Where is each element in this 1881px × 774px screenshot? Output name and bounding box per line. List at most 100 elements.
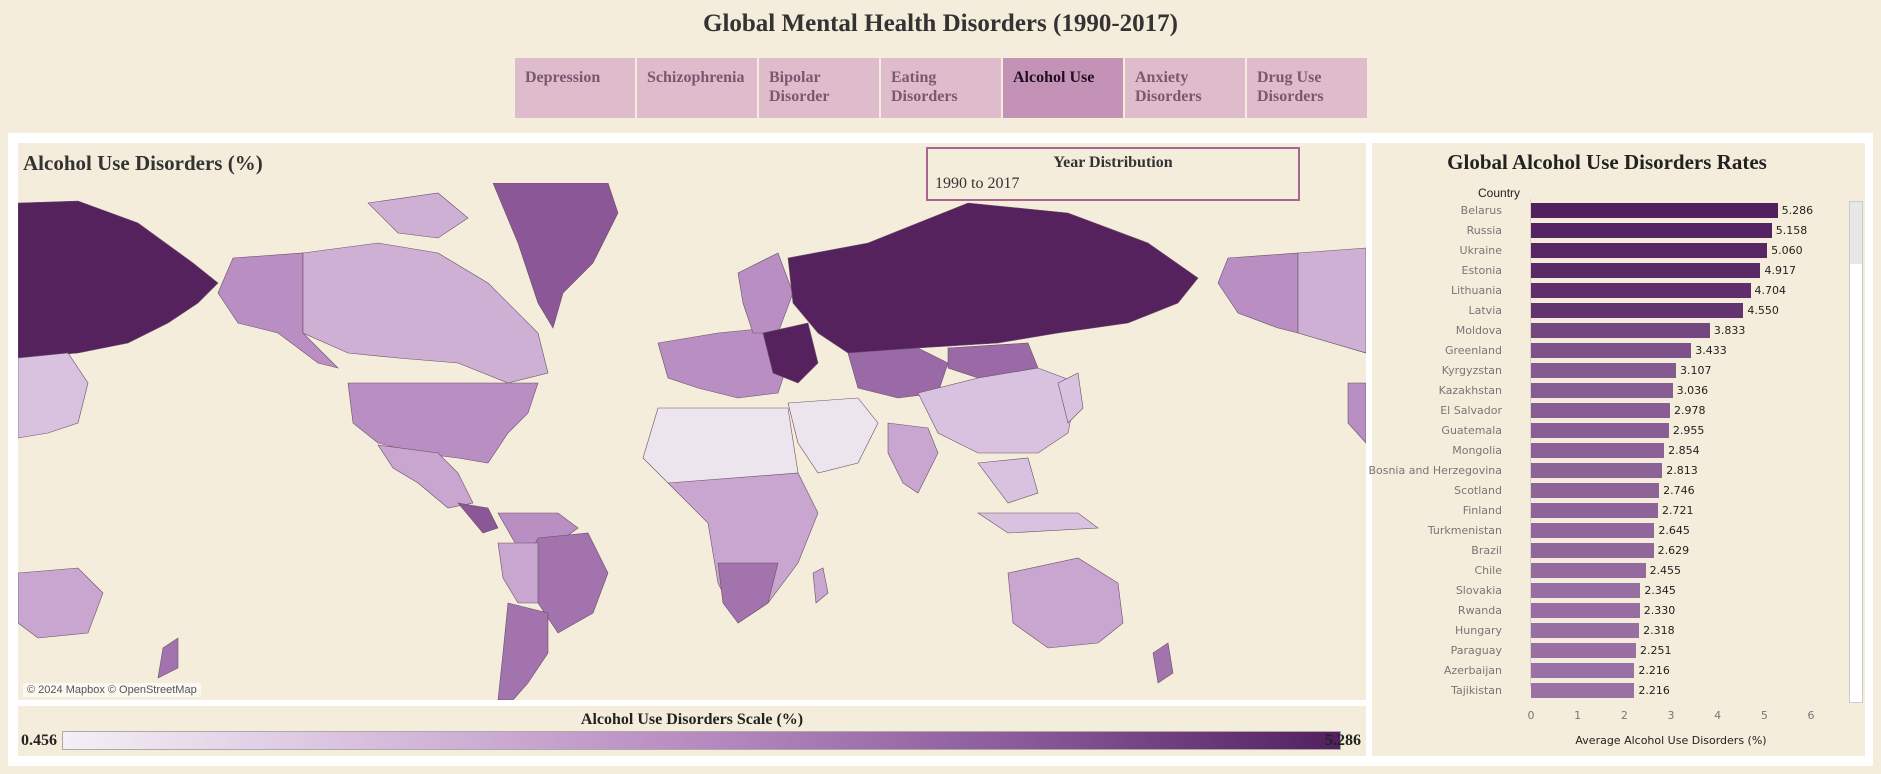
bar-row[interactable]: Finland 2.721 xyxy=(1372,501,1842,521)
bar-row[interactable]: Tajikistan 2.216 xyxy=(1372,681,1842,701)
bar[interactable] xyxy=(1531,483,1660,498)
bar-row[interactable]: Moldova 3.833 xyxy=(1372,321,1842,341)
bar[interactable] xyxy=(1531,243,1768,258)
bar-row[interactable]: Mongolia 2.854 xyxy=(1372,441,1842,461)
bar-country-label: Belarus xyxy=(1460,204,1502,217)
year-filter-title: Year Distribution xyxy=(1053,154,1173,171)
bar[interactable] xyxy=(1531,343,1692,358)
world-map-graphic xyxy=(18,183,1366,700)
bar-chart-title: Global Alcohol Use Disorders Rates xyxy=(1447,150,1767,174)
bar-row[interactable]: El Salvador 2.978 xyxy=(1372,401,1842,421)
y-axis-line xyxy=(1530,199,1531,687)
bar-country-label: Scotland xyxy=(1454,484,1502,497)
bar[interactable] xyxy=(1531,683,1635,698)
bar-row[interactable]: Paraguay 2.251 xyxy=(1372,641,1842,661)
year-distribution-filter[interactable]: Year Distribution 1990 to 2017 xyxy=(926,147,1300,201)
bar-row[interactable]: Kyrgyzstan 3.107 xyxy=(1372,361,1842,381)
tab-schizophrenia[interactable]: Schizophrenia xyxy=(637,58,757,118)
bar-country-label: Russia xyxy=(1466,224,1502,237)
bar[interactable] xyxy=(1531,563,1646,578)
bar-row[interactable]: Lithuania 4.704 xyxy=(1372,281,1842,301)
x-tick-label: 3 xyxy=(1667,709,1675,722)
tab-drug-use-disorders[interactable]: Drug Use Disorders xyxy=(1247,58,1367,118)
bar-row[interactable]: Brazil 2.629 xyxy=(1372,541,1842,561)
bar-row[interactable]: Belarus 5.286 xyxy=(1372,201,1842,221)
bar-value-label: 2.746 xyxy=(1663,484,1695,497)
chart-scrollbar[interactable] xyxy=(1849,201,1863,703)
bar-row[interactable]: Scotland 2.746 xyxy=(1372,481,1842,501)
choropleth-map[interactable]: © 2024 Mapbox © OpenStreetMap xyxy=(18,183,1366,700)
bar-country-label: Guatemala xyxy=(1441,424,1502,437)
bar-value-label: 2.645 xyxy=(1658,524,1690,537)
bar[interactable] xyxy=(1531,283,1751,298)
bar-row[interactable]: Ukraine 5.060 xyxy=(1372,241,1842,261)
bar-row[interactable]: Rwanda 2.330 xyxy=(1372,601,1842,621)
bar-country-label: Bosnia and Herzegovina xyxy=(1368,464,1502,477)
bar-value-label: 2.216 xyxy=(1638,684,1670,697)
bar-value-label: 2.854 xyxy=(1668,444,1700,457)
bar[interactable] xyxy=(1531,403,1670,418)
x-axis-label: Average Alcohol Use Disorders (%) xyxy=(1575,734,1767,747)
bar-row[interactable]: Kazakhstan 3.036 xyxy=(1372,381,1842,401)
map-title: Alcohol Use Disorders (%) xyxy=(23,151,263,175)
bar-value-label: 2.978 xyxy=(1673,404,1706,417)
tab-alcohol-use[interactable]: Alcohol Use xyxy=(1003,58,1123,118)
x-tick-label: 4 xyxy=(1714,709,1722,722)
bar-row[interactable]: Slovakia 2.345 xyxy=(1372,581,1842,601)
bar[interactable] xyxy=(1531,523,1655,538)
bar-row[interactable]: Estonia 4.917 xyxy=(1372,261,1842,281)
bar-row[interactable]: Guatemala 2.955 xyxy=(1372,421,1842,441)
bar[interactable] xyxy=(1531,643,1637,658)
bar-country-label: Azerbaijan xyxy=(1443,664,1502,677)
bar[interactable] xyxy=(1531,583,1641,598)
bar[interactable] xyxy=(1531,443,1665,458)
bar[interactable] xyxy=(1531,363,1676,378)
bar-country-label: Finland xyxy=(1462,504,1502,517)
bar-row[interactable]: Turkmenistan 2.645 xyxy=(1372,521,1842,541)
bar-value-label: 3.107 xyxy=(1679,364,1712,377)
bar-value-label: 2.813 xyxy=(1666,464,1698,477)
bar-value-label: 5.158 xyxy=(1775,224,1808,237)
bar-value-label: 3.833 xyxy=(1713,324,1746,337)
bar[interactable] xyxy=(1531,663,1635,678)
tab-bipolar-disorder[interactable]: Bipolar Disorder xyxy=(759,58,879,118)
bar[interactable] xyxy=(1531,303,1744,318)
bar[interactable] xyxy=(1531,503,1658,518)
bar[interactable] xyxy=(1531,543,1654,558)
tab-eating-disorders[interactable]: Eating Disorders xyxy=(881,58,1001,118)
legend-gradient-bar xyxy=(62,731,1341,750)
scrollbar-thumb[interactable] xyxy=(1850,202,1862,264)
bar[interactable] xyxy=(1531,463,1663,478)
bar-row[interactable]: Bosnia and Herzegovina 2.813 xyxy=(1368,461,1842,481)
bar-row[interactable]: Chile 2.455 xyxy=(1372,561,1842,581)
tab-depression[interactable]: Depression xyxy=(515,58,635,118)
bar[interactable] xyxy=(1531,263,1761,278)
tab-anxiety-disorders[interactable]: Anxiety Disorders xyxy=(1125,58,1245,118)
bar-row[interactable]: Latvia 4.550 xyxy=(1372,301,1842,321)
bar-value-label: 4.550 xyxy=(1747,304,1779,317)
bar[interactable] xyxy=(1531,203,1778,218)
bar[interactable] xyxy=(1531,603,1640,618)
bar-country-label: Brazil xyxy=(1471,544,1502,557)
bar-value-label: 5.286 xyxy=(1781,204,1814,217)
bar[interactable] xyxy=(1531,423,1669,438)
bar-row[interactable]: Azerbaijan 2.216 xyxy=(1372,661,1842,681)
map-attribution[interactable]: © 2024 Mapbox © OpenStreetMap xyxy=(23,683,201,697)
bar-country-label: Paraguay xyxy=(1450,644,1502,657)
bar-country-label: Moldova xyxy=(1455,324,1502,337)
bar-value-label: 2.251 xyxy=(1640,644,1672,657)
legend-max-value: 5.286 xyxy=(1325,732,1361,749)
bar[interactable] xyxy=(1531,623,1640,638)
bar-country-label: Lithuania xyxy=(1451,284,1502,297)
bar-value-label: 2.345 xyxy=(1644,584,1676,597)
bar-row[interactable]: Greenland 3.433 xyxy=(1372,341,1842,361)
bar-row[interactable]: Hungary 2.318 xyxy=(1372,621,1842,641)
bar-country-label: Hungary xyxy=(1455,624,1502,637)
x-tick-label: 5 xyxy=(1760,709,1768,722)
bar-row[interactable]: Russia 5.158 xyxy=(1372,221,1842,241)
bar[interactable] xyxy=(1531,223,1772,238)
bar-country-label: Turkmenistan xyxy=(1427,524,1502,537)
bar[interactable] xyxy=(1531,323,1710,338)
bar[interactable] xyxy=(1531,383,1673,398)
bar-country-label: Latvia xyxy=(1468,304,1503,317)
